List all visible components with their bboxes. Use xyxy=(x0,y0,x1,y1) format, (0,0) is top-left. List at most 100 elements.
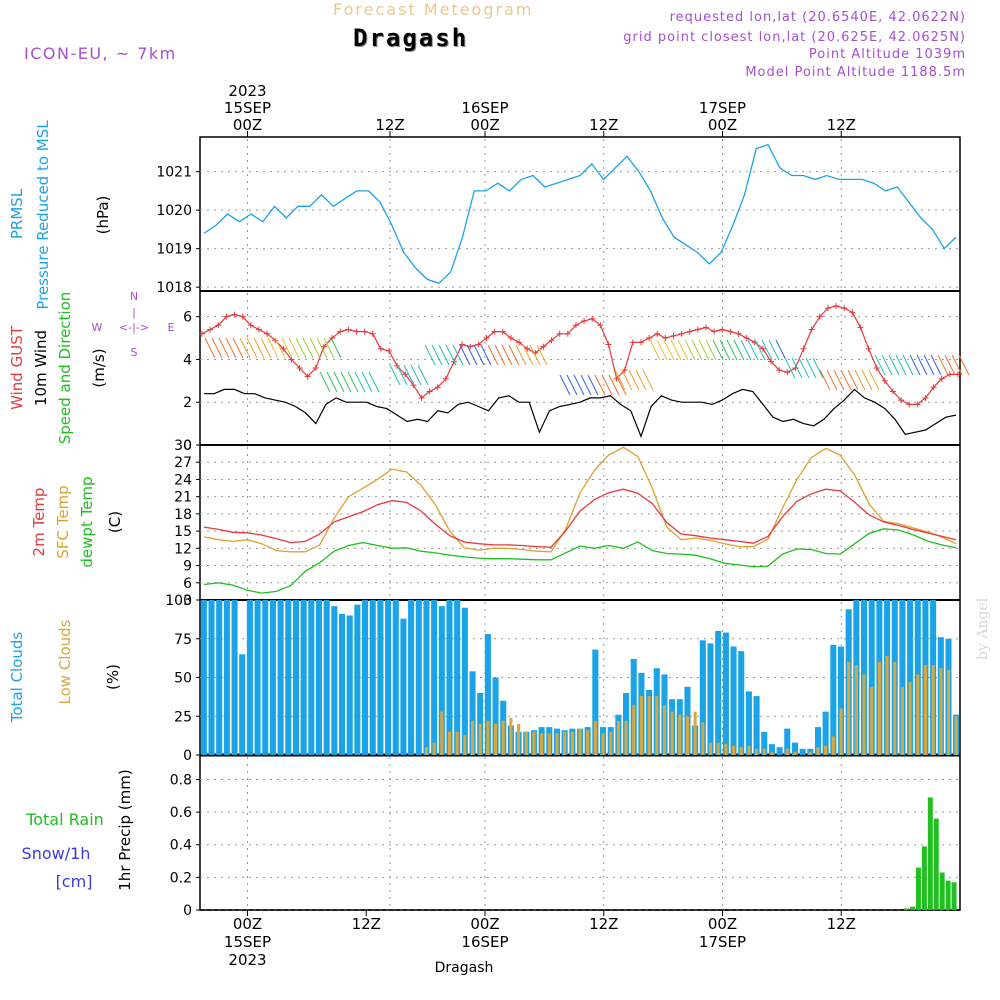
pressure-unit: (hPa) xyxy=(94,196,112,235)
gust-marker xyxy=(629,339,636,346)
wind-direction-arrow xyxy=(354,371,366,393)
total-clouds-bar xyxy=(469,671,476,755)
total-clouds-bar xyxy=(269,600,276,755)
y-tick-label: 0.6 xyxy=(170,805,192,821)
wind-direction-arrow xyxy=(267,337,279,359)
wind-direction-arrow xyxy=(698,339,710,361)
wind-line xyxy=(204,388,957,439)
gust-marker xyxy=(231,311,238,318)
clouds-unit: (%) xyxy=(104,664,122,690)
low-clouds-bar xyxy=(908,682,912,755)
y-tick-label: 3 xyxy=(183,593,192,609)
compass-ns-bar: | xyxy=(132,306,136,319)
wind-direction-arrow xyxy=(628,369,640,391)
low-clouds-bar xyxy=(586,730,590,755)
x-tick-label-top: 2023 xyxy=(228,82,266,100)
compass-e: E xyxy=(168,321,175,334)
wind-direction-arrow xyxy=(347,371,359,393)
wind-direction-arrow xyxy=(274,337,286,359)
wind-direction-arrow xyxy=(417,364,429,386)
total-clouds-label: Total Clouds xyxy=(8,632,26,724)
low-clouds-bar xyxy=(877,662,881,755)
total-clouds-bar xyxy=(730,646,737,755)
gust-marker xyxy=(418,394,425,401)
total-clouds-bar xyxy=(231,600,238,755)
rain-bar xyxy=(945,880,951,910)
compass-we-bar: <-|-> xyxy=(119,321,149,334)
wind-direction-arrow xyxy=(508,344,520,366)
wind-direction-arrow xyxy=(246,337,258,359)
total-clouds-bar xyxy=(362,600,369,755)
low-clouds-bar xyxy=(578,728,582,755)
total-clouds-bar xyxy=(377,600,384,755)
y-tick-label: 12 xyxy=(174,541,192,557)
wind-direction-arrow xyxy=(218,337,230,359)
total-clouds-bar xyxy=(223,600,230,755)
wind-direction-arrow xyxy=(559,374,571,396)
total-clouds-bar xyxy=(868,600,875,755)
wind-direction-arrow xyxy=(368,371,380,393)
total-clouds-bar xyxy=(300,600,307,755)
gust-marker xyxy=(491,328,498,335)
total-clouds-bar xyxy=(715,631,722,755)
low-clouds-bar xyxy=(440,711,444,755)
y-tick-label: 30 xyxy=(174,438,192,454)
low-clouds-bar xyxy=(486,720,490,755)
wind-direction-arrow xyxy=(902,354,914,376)
gust-marker xyxy=(824,305,831,312)
wind-direction-arrow xyxy=(768,339,780,361)
gust-marker xyxy=(377,345,384,352)
wind-direction-arrow xyxy=(204,337,216,359)
gust-marker xyxy=(207,326,214,333)
wind-direction-arrow xyxy=(642,369,654,391)
wind-direction-arrow xyxy=(861,369,873,391)
gust-marker xyxy=(556,330,563,337)
low-clouds-bar xyxy=(447,731,452,755)
wind-direction-arrow xyxy=(930,354,942,376)
wind-direction-arrow xyxy=(340,371,352,393)
y-tick-label: 0 xyxy=(183,748,192,764)
x-tick-label-top: 16SEP xyxy=(461,99,508,117)
dewpt-label: dewpt Temp xyxy=(78,476,96,567)
wind-direction-arrow xyxy=(663,339,675,361)
low-clouds-bar xyxy=(708,742,713,755)
low-clouds-bar xyxy=(954,716,958,755)
wind-direction-arrow xyxy=(573,374,585,396)
low-clouds-bar xyxy=(509,717,513,755)
gust-line xyxy=(201,305,958,405)
wind-direction-arrow xyxy=(916,354,928,376)
total-clouds-bar xyxy=(292,600,299,755)
wind-direction-arrow xyxy=(288,337,300,359)
wind-direction-arrow xyxy=(424,344,436,366)
dewpt-line xyxy=(203,528,957,594)
wind-direction-arrow xyxy=(740,339,752,361)
low-clouds-bar xyxy=(762,748,766,755)
total-clouds-bar xyxy=(438,606,445,755)
low-clouds-bar xyxy=(793,751,797,755)
x-tick-label-bottom: 00Z xyxy=(233,915,262,933)
low-clouds-bar xyxy=(678,714,682,755)
wind-direction-arrow xyxy=(761,339,773,361)
gust-marker xyxy=(703,324,709,331)
compass-w: W xyxy=(92,321,103,334)
low-clouds-bar xyxy=(647,696,651,755)
prmsl-label: PRMSL xyxy=(8,188,26,239)
total-clouds-bar xyxy=(722,632,729,755)
wind-direction-arrow xyxy=(614,369,626,391)
rain-bar xyxy=(939,872,945,910)
wind-direction-arrow xyxy=(281,337,293,359)
y-tick-label: 0.8 xyxy=(170,772,192,788)
low-clouds-bar xyxy=(470,720,475,755)
low-clouds-bar xyxy=(555,733,559,755)
gust-marker xyxy=(776,367,783,374)
wind-direction-arrow xyxy=(396,364,408,386)
wind-direction-arrow xyxy=(656,339,668,361)
wind-direction-arrow xyxy=(515,344,527,366)
wind-direction-arrow xyxy=(431,344,443,366)
gust-marker xyxy=(199,330,205,337)
model-label: ICON-EU, ~ 7km xyxy=(24,44,177,63)
wind-direction-arrow xyxy=(840,369,852,391)
gust-marker xyxy=(320,343,327,350)
temp-unit: (C) xyxy=(106,511,124,533)
low-clouds-bar xyxy=(593,720,597,755)
